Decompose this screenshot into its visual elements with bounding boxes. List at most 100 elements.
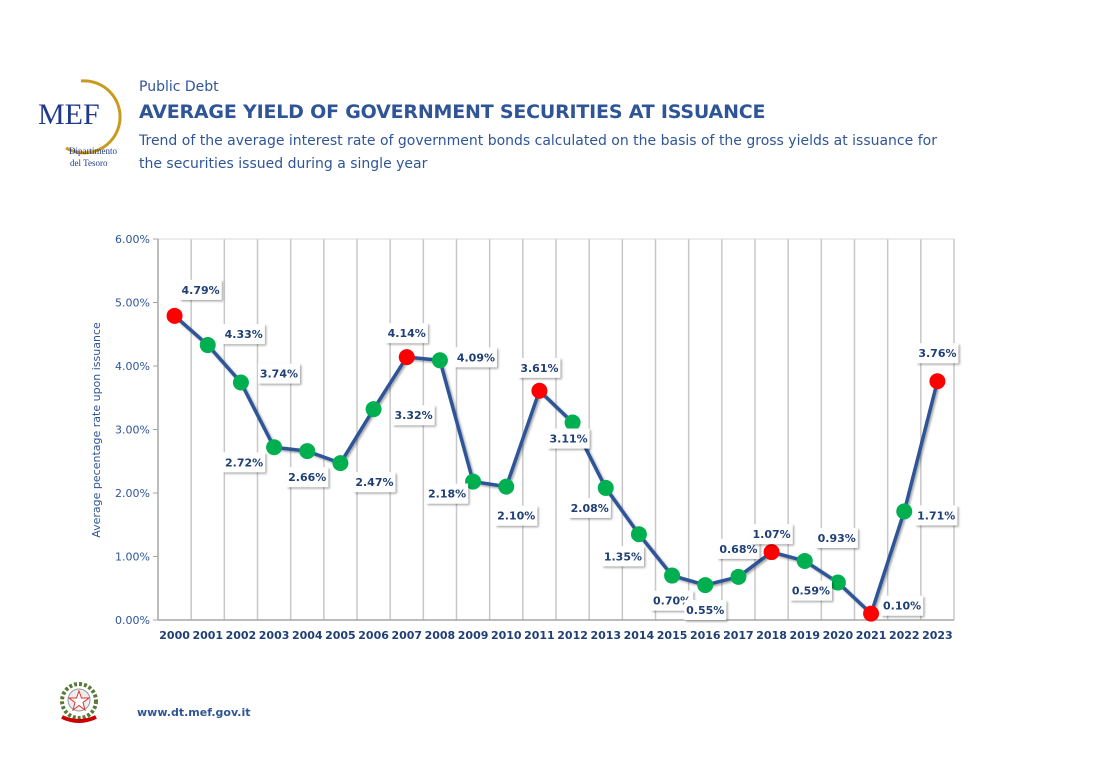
data-label: 0.10%: [883, 600, 921, 613]
x-tick-label: 2020: [823, 629, 854, 642]
logo-text: MEF: [38, 98, 100, 131]
page-subtitle: Trend of the average interest rate of go…: [139, 133, 937, 172]
data-label-box: [601, 546, 644, 567]
page-title: AVERAGE YIELD OF GOVERNMENT SECURITIES A…: [139, 101, 766, 123]
data-point: [763, 544, 780, 561]
data-point: [266, 439, 283, 456]
data-label: 2.10%: [497, 510, 535, 523]
data-label: 0.59%: [792, 585, 830, 598]
x-tick-label: 2023: [922, 629, 953, 642]
data-point: [299, 443, 316, 460]
data-label-box: [568, 497, 611, 518]
data-point: [597, 479, 614, 496]
data-point: [166, 307, 183, 324]
republic-emblem-icon: [60, 682, 98, 723]
x-tick-label: 2003: [259, 629, 290, 642]
data-label-box: [454, 347, 497, 368]
x-tick-label: 2001: [192, 629, 223, 642]
data-label-box: [426, 483, 469, 504]
x-tick-label: 2009: [458, 629, 489, 642]
data-label: 4.14%: [388, 327, 426, 340]
data-label: 0.93%: [818, 532, 856, 545]
data-label-box: [815, 527, 858, 548]
data-label: 4.09%: [457, 351, 495, 364]
x-tick-label: 2016: [690, 629, 721, 642]
data-label: 2.66%: [288, 471, 326, 484]
data-label: 2.08%: [571, 502, 609, 515]
data-label: 3.32%: [394, 409, 432, 422]
x-tick-label: 2022: [889, 629, 920, 642]
data-label: 2.72%: [225, 456, 263, 469]
logo-caption-2: del Tesoro: [70, 158, 108, 168]
data-label: 4.79%: [181, 284, 219, 297]
data-label-box: [353, 472, 396, 493]
data-label-box: [547, 428, 590, 449]
data-point: [796, 552, 813, 569]
data-point: [697, 577, 714, 594]
x-tick-label: 2015: [657, 629, 688, 642]
x-tick-label: 2011: [524, 629, 555, 642]
y-tick-label: 1.00%: [115, 551, 150, 564]
x-tick-label: 2007: [391, 629, 422, 642]
data-point: [498, 478, 515, 495]
y-tick-label: 5.00%: [115, 297, 150, 310]
data-label-box: [916, 343, 959, 364]
data-label-box: [257, 363, 300, 384]
data-label: 4.33%: [225, 328, 263, 341]
data-label: 2.47%: [355, 476, 393, 489]
data-point: [896, 503, 913, 520]
data-point: [664, 567, 681, 584]
x-tick-label: 2000: [159, 629, 190, 642]
data-point: [199, 337, 216, 354]
data-label: 0.55%: [686, 604, 724, 617]
data-point: [929, 373, 946, 390]
data-label-box: [222, 324, 265, 345]
y-tick-label: 3.00%: [115, 424, 150, 437]
x-tick-label: 2002: [226, 629, 257, 642]
x-tick-label: 2017: [723, 629, 754, 642]
data-label: 1.07%: [752, 528, 790, 541]
data-label-box: [651, 590, 694, 611]
x-tick-label: 2008: [425, 629, 456, 642]
data-label: 0.68%: [719, 543, 757, 556]
data-point: [531, 382, 548, 399]
data-label: 3.74%: [260, 368, 298, 381]
data-label: 3.61%: [520, 362, 558, 375]
data-label-box: [684, 600, 727, 621]
data-point: [863, 605, 880, 622]
x-tick-label: 2013: [590, 629, 621, 642]
data-point: [431, 352, 448, 369]
data-point: [730, 568, 747, 585]
x-tick-label: 2010: [491, 629, 522, 642]
data-label-box: [286, 467, 329, 488]
data-label: 1.71%: [917, 509, 955, 522]
y-axis-label: Average pecentage rate upon issuance: [90, 322, 103, 538]
x-tick-label: 2019: [789, 629, 820, 642]
data-label: 1.35%: [604, 550, 642, 563]
footer-url[interactable]: www.dt.mef.gov.it: [137, 706, 251, 719]
y-tick-label: 4.00%: [115, 360, 150, 373]
data-label-box: [223, 452, 266, 473]
y-tick-label: 2.00%: [115, 487, 150, 500]
y-tick-label: 0.00%: [115, 614, 150, 627]
data-label-box: [750, 524, 793, 545]
data-label-box: [881, 595, 924, 616]
data-label-box: [385, 323, 428, 344]
data-point: [398, 349, 415, 366]
x-tick-label: 2014: [624, 629, 655, 642]
x-tick-label: 2021: [856, 629, 887, 642]
x-tick-label: 2004: [292, 629, 323, 642]
data-point: [829, 574, 846, 591]
data-label-box: [495, 505, 538, 526]
data-point: [630, 526, 647, 543]
data-label-box: [789, 580, 832, 601]
logo-caption-1: Dipartimento: [69, 146, 117, 156]
x-tick-label: 2012: [557, 629, 588, 642]
x-tick-label: 2006: [358, 629, 389, 642]
data-point: [465, 473, 482, 490]
x-tick-label: 2018: [756, 629, 787, 642]
data-label-box: [392, 405, 435, 426]
data-label-box: [915, 505, 958, 526]
data-label: 2.18%: [428, 488, 466, 501]
